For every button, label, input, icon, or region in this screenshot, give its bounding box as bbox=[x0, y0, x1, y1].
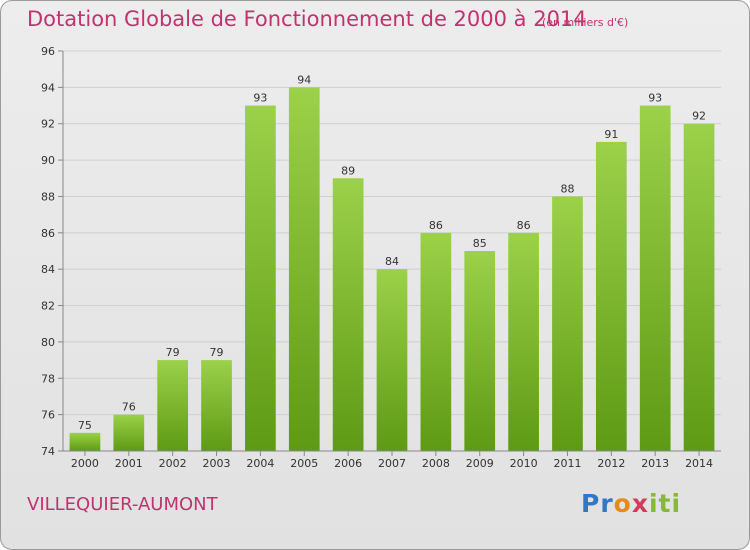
y-tick-label: 86 bbox=[41, 227, 55, 240]
y-tick-label: 74 bbox=[41, 445, 55, 458]
chart-title: Dotation Globale de Fonctionnement de 20… bbox=[27, 7, 587, 31]
y-tick-label: 78 bbox=[41, 372, 55, 385]
bar-value-label: 85 bbox=[473, 237, 487, 250]
x-tick-label: 2010 bbox=[510, 457, 538, 470]
bar-2001 bbox=[113, 414, 145, 451]
y-tick-label: 82 bbox=[41, 300, 55, 313]
y-tick-label: 94 bbox=[41, 81, 55, 94]
y-tick-label: 96 bbox=[41, 45, 55, 58]
bar-2008 bbox=[420, 232, 452, 451]
bar-value-label: 91 bbox=[604, 128, 618, 141]
bar-2000 bbox=[69, 432, 101, 451]
bar-value-label: 79 bbox=[210, 346, 224, 359]
bar-2003 bbox=[201, 360, 232, 451]
x-tick-label: 2013 bbox=[641, 457, 669, 470]
axes bbox=[58, 50, 721, 456]
chart-subtitle: (en milliers d'€) bbox=[542, 16, 629, 29]
bar-value-label: 88 bbox=[560, 182, 574, 195]
bar-2011 bbox=[552, 196, 583, 451]
bar-2007 bbox=[376, 269, 408, 451]
x-tick-label: 2011 bbox=[553, 457, 581, 470]
bar-2004 bbox=[245, 105, 276, 451]
proxiti-logo[interactable]: Proxiti bbox=[581, 489, 682, 518]
x-tick-label: 2006 bbox=[334, 457, 362, 470]
x-tick-label: 2008 bbox=[422, 457, 450, 470]
bar-2013 bbox=[639, 105, 671, 451]
x-tick-label: 2012 bbox=[597, 457, 625, 470]
bar-2005 bbox=[288, 87, 320, 451]
bar-2006 bbox=[332, 178, 364, 452]
x-tick-label: 2002 bbox=[159, 457, 187, 470]
bar-2010 bbox=[508, 232, 539, 451]
bar-value-label: 86 bbox=[517, 219, 531, 232]
x-tick-label: 2009 bbox=[466, 457, 494, 470]
commune-name: VILLEQUIER-AUMONT bbox=[27, 494, 218, 515]
bar-value-label: 75 bbox=[78, 419, 92, 432]
y-tick-label: 76 bbox=[41, 409, 55, 422]
y-tick-label: 88 bbox=[41, 190, 55, 203]
bar-value-label: 94 bbox=[297, 73, 311, 86]
bar-value-label: 93 bbox=[253, 92, 267, 105]
y-tick-label: 90 bbox=[41, 154, 55, 167]
x-tick-label: 2000 bbox=[71, 457, 99, 470]
bar-2009 bbox=[464, 251, 496, 451]
bar-value-label: 86 bbox=[429, 219, 443, 232]
x-tick-label: 2014 bbox=[685, 457, 713, 470]
labels: 74 76 78 80 82 84 86 88 90 92 94 96 75 2000 76 2001 79 20… bbox=[41, 45, 713, 470]
bar-2014 bbox=[683, 123, 715, 452]
bar-2012 bbox=[595, 141, 627, 451]
bar-value-label: 89 bbox=[341, 164, 355, 177]
x-tick-label: 2004 bbox=[246, 457, 274, 470]
bar-value-label: 84 bbox=[385, 255, 399, 268]
y-tick-label: 92 bbox=[41, 118, 55, 131]
y-tick-label: 80 bbox=[41, 336, 55, 349]
bars bbox=[69, 87, 715, 452]
bar-value-label: 76 bbox=[122, 401, 136, 414]
bar-value-label: 93 bbox=[648, 92, 662, 105]
x-tick-label: 2007 bbox=[378, 457, 406, 470]
bar-value-label: 92 bbox=[692, 110, 706, 123]
bar-value-label: 79 bbox=[166, 346, 180, 359]
x-tick-label: 2005 bbox=[290, 457, 318, 470]
bar-2002 bbox=[157, 360, 189, 451]
y-tick-label: 84 bbox=[41, 263, 55, 276]
x-tick-label: 2003 bbox=[203, 457, 231, 470]
x-tick-label: 2001 bbox=[115, 457, 143, 470]
